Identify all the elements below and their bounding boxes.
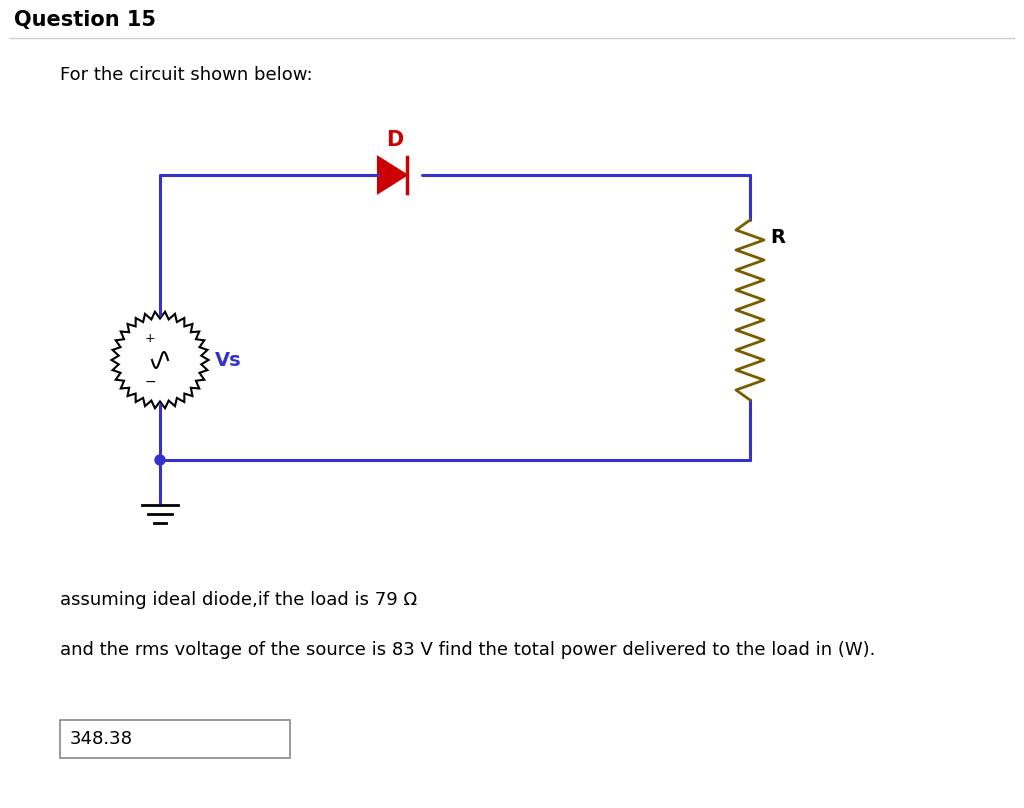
Text: D: D bbox=[386, 130, 403, 150]
Text: R: R bbox=[770, 228, 785, 247]
Text: Question 15: Question 15 bbox=[14, 10, 156, 30]
Circle shape bbox=[155, 455, 165, 465]
Text: and the rms voltage of the source is 83 V find the total power delivered to the : and the rms voltage of the source is 83 … bbox=[60, 641, 876, 659]
Text: 348.38: 348.38 bbox=[70, 730, 133, 748]
Text: assuming ideal diode,if the load is 79 Ω: assuming ideal diode,if the load is 79 Ω bbox=[60, 591, 417, 609]
Text: Vs: Vs bbox=[215, 351, 242, 369]
Text: For the circuit shown below:: For the circuit shown below: bbox=[60, 66, 312, 84]
Text: +: + bbox=[144, 331, 156, 344]
Text: −: − bbox=[144, 375, 156, 389]
Polygon shape bbox=[378, 157, 407, 193]
FancyBboxPatch shape bbox=[60, 720, 290, 758]
